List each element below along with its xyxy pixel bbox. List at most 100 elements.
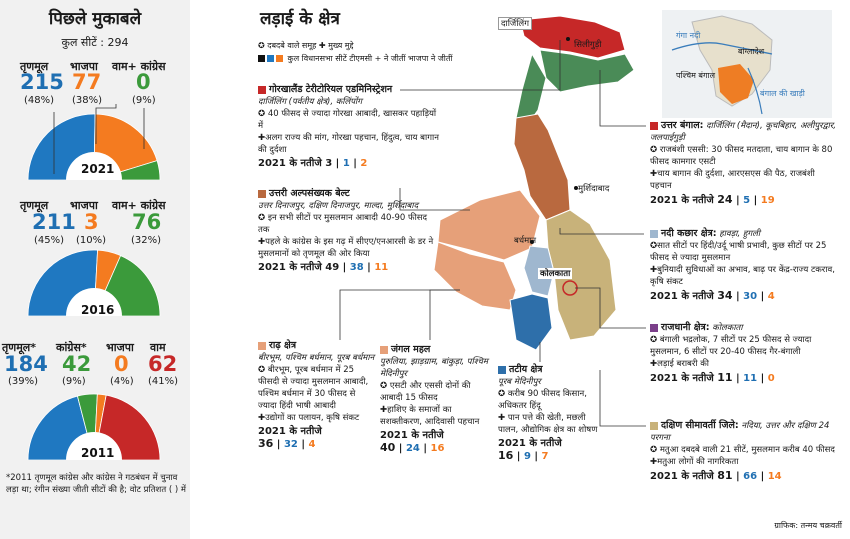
cong-seats-2011: 42 [62,352,92,376]
region-coastal-sub: पूरब मेदिनीपुर [498,377,541,387]
past-results-panel: पिछले मुकाबले कुल सीटें : 294 तृणमूल भाज… [0,0,190,539]
region-gorkhaland-group: ✪ 40 फीसद से ज्यादा गोरखा आबादी, खासकर प… [258,109,437,131]
region-south-result: 2021 के नतीजे 81 | 66 | 14 [650,469,782,483]
left-pct-2021: (9%) [132,95,156,106]
tmc-pct-2021: (48%) [24,95,55,106]
region-minority-group: ✪ इन सभी सीटों पर मुसलमान आबादी 40-90 फी… [258,213,428,235]
year-2016: 2016 [81,303,115,317]
region-river-result: 2021 के नतीजे 34 | 30 | 4 [650,289,775,303]
region-capital-result: 2021 के नतीजे 11 | 11 | 0 [650,371,775,385]
region-gorkhaland-issue: ✚अलग राज्य की मांग, गोरखा पहचान, हिंदुत्… [258,133,439,155]
region-river-title: नदी कछार क्षेत्र: [661,228,717,239]
legend-tmc-swatch [267,55,274,62]
west-bengal-map [433,15,635,351]
region-rarh: राढ़ क्षेत्र बीरभूम, पश्चिम बर्धमान, पूर… [258,340,376,451]
map-label-murshidabad: मुर्शिदाबाद [578,184,610,194]
left-pct-2016: (32%) [131,235,162,246]
region-gorkhaland-result: 2021 के नतीजे 3 | 1 | 2 [258,158,368,169]
region-jangal-result: 2021 के नतीजे 40 | 24 | 16 [380,430,445,454]
region-rarh-group: ✪ बीरभूम, पूरब बर्धमान में 25 फीसदी से ज… [258,365,369,411]
legend-text: कुल विधानसभा सीटें टीएमसी + ने जीतीं भाज… [287,54,453,63]
map-label-kolkata: कोलकाता [538,268,573,279]
tmc-pct-2011: (39%) [8,376,39,387]
region-north-issue: ✚चाय बागान की दुर्दशा, आरएसएस की पैठ, रा… [650,169,815,191]
map-label-bardhaman: बर्धमान [514,236,537,246]
region-south-issue: ✚मतुआ लोगों की नागरिकता [650,457,739,467]
tmc-seats-2021: 215 [20,70,64,94]
region-gorkhaland: गोरखालैंड टेरीटोरियल एडमिनिस्ट्रेशन दार्… [258,84,440,170]
bjp-seats-2011: 0 [114,352,129,376]
region-river-group: ✪सात सीटों पर हिंदी/उर्दू भाषी प्रभावी, … [650,241,827,263]
left-label-2021: वाम+ कांग्रेस [112,60,166,73]
year-2021: 2021 [81,162,115,176]
tmc-label-2021: तृणमूल [20,60,49,73]
inset-map [662,10,832,118]
cong-label-2011: कांग्रेस* [56,341,87,354]
region-jangal-group: ✪ एसटी और एससी दोनों की आबादी 15 फीसद [380,381,471,403]
region-coastal-issue: ✚ पान पत्ते की खेती, मछली पालन, औद्योगिक… [498,413,598,435]
semicircle-chart-2011 [27,393,161,460]
region-jangal-mahal: जंगल महल पुरुलिया, झाड़ग्राम, बांकुड़ा, … [380,344,490,455]
tmc-seats-2011: 184 [4,352,48,376]
region-rarh-result: 2021 के नतीजे 36 | 32 | 4 [258,426,322,450]
region-rarh-issue: ✚उद्योगों का पलायन, कृषि संकट [258,413,360,423]
region-jangal-title: जंगल महल [391,344,431,355]
left-seats-2011: 62 [148,352,178,376]
region-capital-group: ✪ बंगाली भद्रलोक, 7 सीटों पर 25 फीसद से … [650,335,812,357]
inset-label-bangladesh: बांग्लादेश [738,47,765,56]
region-rarh-sub: बीरभूम, पश्चिम बर्धमान, पूरब बर्धमान [258,353,375,363]
map-label-darjeeling: दार्जिलिंग [498,17,532,30]
tmc-label-2016: तृणमूल [20,199,49,212]
region-river-basin: नदी कछार क्षेत्र: हावड़ा, हुगली ✪सात सीट… [650,228,838,303]
region-capital: राजधानी क्षेत्र: कोलकाता ✪ बंगाली भद्रलो… [650,322,838,385]
legend-bjp-swatch [276,55,283,62]
legend-total-swatch [258,55,265,62]
region-north-title: उत्तर बंगाल: [661,120,704,131]
year-2011: 2011 [81,446,115,460]
region-river-issue: ✚बुनियादी सुविधाओं का अभाव, बाढ़ पर केंद… [650,265,835,287]
footnote: *2011 तृणमूल कांग्रेस और कांग्रेस ने गठब… [6,473,186,495]
left-label-2016: वाम+ कांग्रेस [112,199,166,212]
tmc-pct-2016: (45%) [34,235,65,246]
region-south-group: ✪ मतुआ दबदबे वाली 21 सीटें, मुसलमान करीब… [650,445,835,455]
tmc-seats-2016: 211 [32,210,76,234]
total-seats: कुल सीटें : 294 [61,36,129,49]
bjp-seats-2021: 77 [72,70,102,94]
region-coastal-title: तटीय क्षेत्र [509,364,543,375]
bjp-label-2021: भाजपा [70,60,98,73]
bjp-seats-2016: 3 [84,210,99,234]
region-north-group: ✪ राजबंशी एससी: 30 फीसद मतदाता, चाय बागा… [650,145,833,167]
region-jangal-sub: पुरुलिया, झाड़ग्राम, बांकुड़ा, पश्चिम मे… [380,357,488,379]
region-coastal: तटीय क्षेत्र पूरब मेदिनीपुर ✪ करीब 90 फी… [498,364,598,463]
region-rarh-title: राढ़ क्षेत्र [269,340,297,351]
region-minority-belt: उत्तरी अल्पसंख्यक बेल्ट उत्तर दिनाजपुर, … [258,188,436,274]
region-jangal-issue: ✚हाशिए के समाजों का सशक्तीकरण, आदिवासी प… [380,405,480,427]
region-minority-issue: ✚पहले के कांग्रेस के इस गढ़ में सीएए/एनआ… [258,237,434,259]
left-label-2011: वाम [150,341,166,354]
bjp-label-2016: भाजपा [70,199,98,212]
left-seats-2016: 76 [132,210,162,234]
inset-label-ganga: गंगा नदी [676,31,701,40]
panel-title: पिछले मुकाबले [48,9,142,29]
region-capital-title: राजधानी क्षेत्र: [661,322,710,333]
bjp-pct-2021: (38%) [72,95,103,106]
semicircle-chart-2016 [27,249,161,316]
legend-line-1: ✪ दबदबे वाले समूह ✚ मुख्य मुद्दे [258,41,354,50]
region-capital-issue: ✚लड़ाई बराबरी की [650,359,710,369]
inset-label-bay: बंगाल की खाड़ी [760,89,805,98]
region-south-border: दक्षिण सीमावर्ती जिले: नदिया, उत्तर और द… [650,420,838,483]
cong-pct-2011: (9%) [62,376,86,387]
bjp-pct-2016: (10%) [76,235,107,246]
inset-label-wb: पश्चिम बंगाल [676,71,715,80]
region-minority-sub: उत्तर दिनाजपुर, दक्षिण दिनाजपुर, माल्दा,… [258,201,419,211]
legend-line-2: कुल विधानसभा सीटें टीएमसी + ने जीतीं भाज… [258,53,452,64]
left-seats-2021: 0 [136,70,151,94]
region-minority-result: 2021 के नतीजे 49 | 38 | 11 [258,262,389,273]
region-gorkhaland-sub: दार्जिलिंग (पर्वतीय क्षेत्र), कलिंपोंग [258,97,363,107]
region-north-result: 2021 के नतीजे 24 | 5 | 19 [650,193,775,207]
bjp-label-2011: भाजपा [106,341,134,354]
region-south-title: दक्षिण सीमावर्ती जिले: [661,420,739,431]
semicircle-chart-2021 [27,104,161,180]
region-gorkhaland-title: गोरखालैंड टेरीटोरियल एडमिनिस्ट्रेशन [269,84,393,95]
